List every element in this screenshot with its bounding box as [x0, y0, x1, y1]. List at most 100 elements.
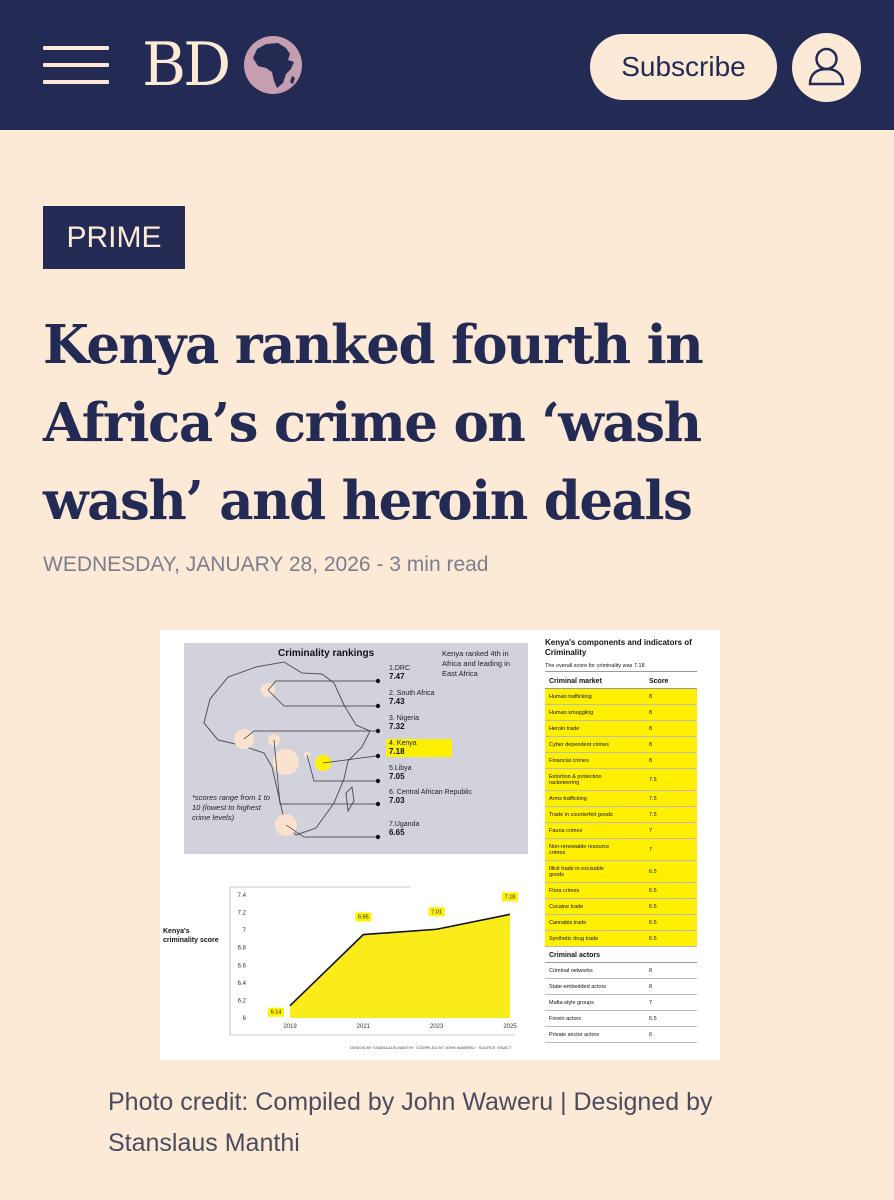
ranking-score: 6.65 [389, 828, 405, 837]
data-label-box [268, 1007, 284, 1017]
ranking-score: 7.47 [389, 672, 405, 681]
table-row: Flora crimes 6.5 [545, 883, 697, 899]
table-row: Arms trafficking 7.5 [545, 791, 697, 807]
row-name: Illicit trade in excisable goods [549, 865, 605, 878]
chart-label: Kenya's criminality score [163, 928, 219, 944]
table-row: State-embedded actors 8 [545, 979, 697, 995]
data-label-box [502, 892, 518, 902]
ranking-item: 5.Libya 7.05 [389, 765, 412, 781]
row-name: Forein actors [549, 1015, 582, 1022]
score-line [289, 913, 511, 1007]
meta-separator: - [370, 553, 390, 576]
row-name: Fauna crimes [549, 827, 583, 834]
logo-text: BD [142, 30, 231, 100]
publish-date: WEDNESDAY, JANUARY 28, 2026 [43, 553, 371, 576]
row-name: Extortion & protection racketeering [549, 773, 602, 786]
table-row: Mafia-style groups 7 [545, 995, 697, 1011]
row-name: Synthetic drug trade [549, 935, 599, 942]
row-score: 6 [649, 1031, 653, 1038]
ranking-country: 3. Nigeria [389, 715, 419, 722]
design-credit: DESIGN BY STANSLAUS MANTHI · COMPILED BY… [350, 1045, 512, 1050]
ranking-country: 1.DRC [389, 665, 411, 672]
table-row: Extortion & protection racketeering 7.5 [545, 769, 697, 791]
row-score: 8 [649, 741, 653, 748]
row-name: Arms trafficking [549, 795, 587, 802]
y-tick-label: 6 [243, 1016, 247, 1022]
table-title: Kenya's components and indicators of Cri… [545, 638, 692, 657]
table-row: Non-renewable resource crimes 7 [545, 839, 697, 861]
market-rows: Human trafficking 8 Human smuggling 8 Heroin… [545, 689, 697, 947]
map-title: Criminality rankings [278, 648, 375, 659]
row-score: 8 [649, 709, 653, 716]
criminality-indicators-table: Kenya's components and indicators of Cri… [545, 638, 697, 1043]
row-name: Private sector actors [549, 1031, 600, 1038]
hamburger-menu-icon[interactable] [43, 44, 109, 86]
data-label: 7.18 [505, 894, 516, 900]
article-headline: Kenya ranked fourth in Africa’s crime on… [43, 314, 704, 532]
criminality-score-chart: 7.4 7.2 7 6.8 6.6 6.4 6.2 6 2019 2021 2023 2025 6.14… [229, 886, 518, 1036]
prime-badge[interactable]: PRIME [43, 206, 185, 269]
row-name: Mafia-style groups [549, 999, 594, 1006]
row-score: 6.5 [649, 1015, 657, 1022]
table-row: Heroin trade 8 [545, 721, 697, 737]
row-name: Cyber dependent crimes [549, 741, 609, 748]
y-tick-label: 7 [243, 928, 247, 934]
table-row: Human trafficking 8 [545, 689, 697, 705]
row-score: 6.5 [649, 903, 657, 910]
row-score: 6.5 [649, 868, 657, 875]
ranking-score: 7.43 [389, 697, 405, 706]
ranking-country: 2. South Africa [389, 690, 435, 697]
table-row: Cyber dependent crimes 8 [545, 737, 697, 753]
top-navigation-bar: BD Subscribe [0, 0, 894, 130]
row-score: 7.5 [649, 795, 657, 802]
row-name: Non-renewable resource crimes [549, 843, 610, 856]
row-name: Financial crimes [549, 757, 589, 764]
ranking-score: 7.05 [389, 772, 405, 781]
subscribe-button[interactable]: Subscribe [590, 34, 777, 100]
row-name: Cocaine trade [549, 903, 584, 910]
table-row: Human smuggling 8 [545, 705, 697, 721]
table-subtitle: The overall score for criminality was 7.… [545, 663, 697, 672]
row-name: Heroin trade [549, 725, 580, 732]
table-row: Private sector actors 6 [545, 1027, 697, 1043]
row-score: 7 [649, 999, 653, 1006]
header-score: Score [649, 678, 669, 685]
infographic-image: Criminality rankings Kenya ranked 4th in… [160, 630, 720, 1060]
row-score: 7.5 [649, 811, 657, 818]
row-name: Criminal networks [549, 967, 593, 974]
data-label-box [428, 907, 445, 917]
bd-logo[interactable]: BD [142, 30, 302, 100]
row-name: Trade in counterfeit goods [549, 811, 613, 818]
table-row: Cocaine trade 6.5 [545, 899, 697, 915]
score-area [290, 914, 510, 1018]
user-account-icon[interactable] [792, 33, 861, 102]
y-tick-label: 7.2 [238, 911, 247, 917]
y-tick-label: 6.2 [238, 998, 247, 1004]
row-score: 8 [649, 693, 653, 700]
ranking-country: 5.Libya [389, 765, 412, 772]
actors-header: Criminal actors [545, 947, 697, 963]
ranking-item: 2. South Africa 7.43 [389, 690, 435, 706]
ranking-score: 7.03 [389, 796, 405, 805]
y-tick-label: 6.6 [238, 963, 247, 969]
photo-credit: Photo credit: Compiled by John Waweru | … [108, 1088, 713, 1157]
y-tick-label: 6.4 [238, 981, 247, 987]
header-criminal-market: Criminal market [549, 678, 602, 685]
row-name: Human trafficking [549, 693, 592, 700]
ranking-item: 3. Nigeria 7.32 [389, 715, 419, 731]
x-tick-label: 2019 [283, 1024, 297, 1030]
table-row: Forein actors 6.5 [545, 1011, 697, 1027]
africa-map [203, 661, 381, 840]
ranking-item: 6. Central African Republic 7.03 [389, 789, 472, 805]
table-row: Illicit trade in excisable goods 6.5 [545, 861, 697, 883]
row-score: 7 [649, 846, 653, 853]
article-meta: WEDNESDAY, JANUARY 28, 2026 - 3 min read [43, 553, 488, 577]
x-tick-label: 2025 [503, 1024, 517, 1030]
data-label-box [355, 912, 372, 922]
ranking-country: 7.Uganda [389, 821, 420, 828]
ranking-item-kenya: 4. Kenya 7.18 [386, 739, 452, 757]
scores-note: *scores range from 1 to 10 (lowest to hi… [192, 793, 270, 822]
row-name: Human smuggling [549, 709, 594, 716]
row-name: Cannabis trade [549, 919, 587, 926]
x-tick-label: 2021 [357, 1024, 371, 1030]
